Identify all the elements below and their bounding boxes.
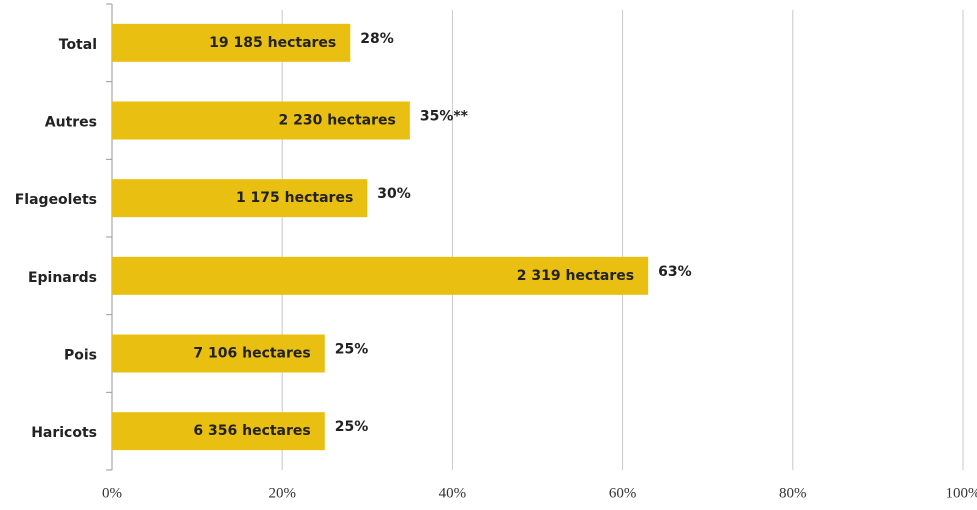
y-tick-label: Pois [64,348,97,364]
value-label: 25% [335,342,369,358]
y-tick-label: Autres [45,115,97,131]
x-tick-label: 20% [268,485,296,501]
x-tick-label: 60% [609,485,637,501]
bar [112,256,649,295]
y-tick-label: Epinards [28,270,97,286]
value-label: 28% [360,31,394,47]
value-label: 63% [658,264,692,280]
x-tick-label: 0% [102,485,122,501]
bar-label: 1 175 hectares [236,190,353,206]
bar-label: 6 356 hectares [193,423,310,439]
value-label: 25% [335,419,369,435]
bar-label: 19 185 hectares [209,35,336,51]
x-tick-label: 80% [779,485,807,501]
bar [112,334,325,373]
x-tick-label: 40% [439,485,467,501]
y-tick-label: Flageolets [15,192,97,208]
x-tick-label: 100% [946,485,977,501]
bar-label: 7 106 hectares [193,346,310,362]
bar [112,101,410,140]
value-label: 30% [377,186,411,202]
y-tick-label: Haricots [31,425,97,441]
bar [112,179,368,218]
bar [112,23,351,62]
bar-label: 2 230 hectares [278,113,395,129]
bar [112,412,325,451]
value-label: 35%** [420,109,469,125]
bar-label: 2 319 hectares [517,268,634,284]
y-tick-label: Total [59,37,97,53]
